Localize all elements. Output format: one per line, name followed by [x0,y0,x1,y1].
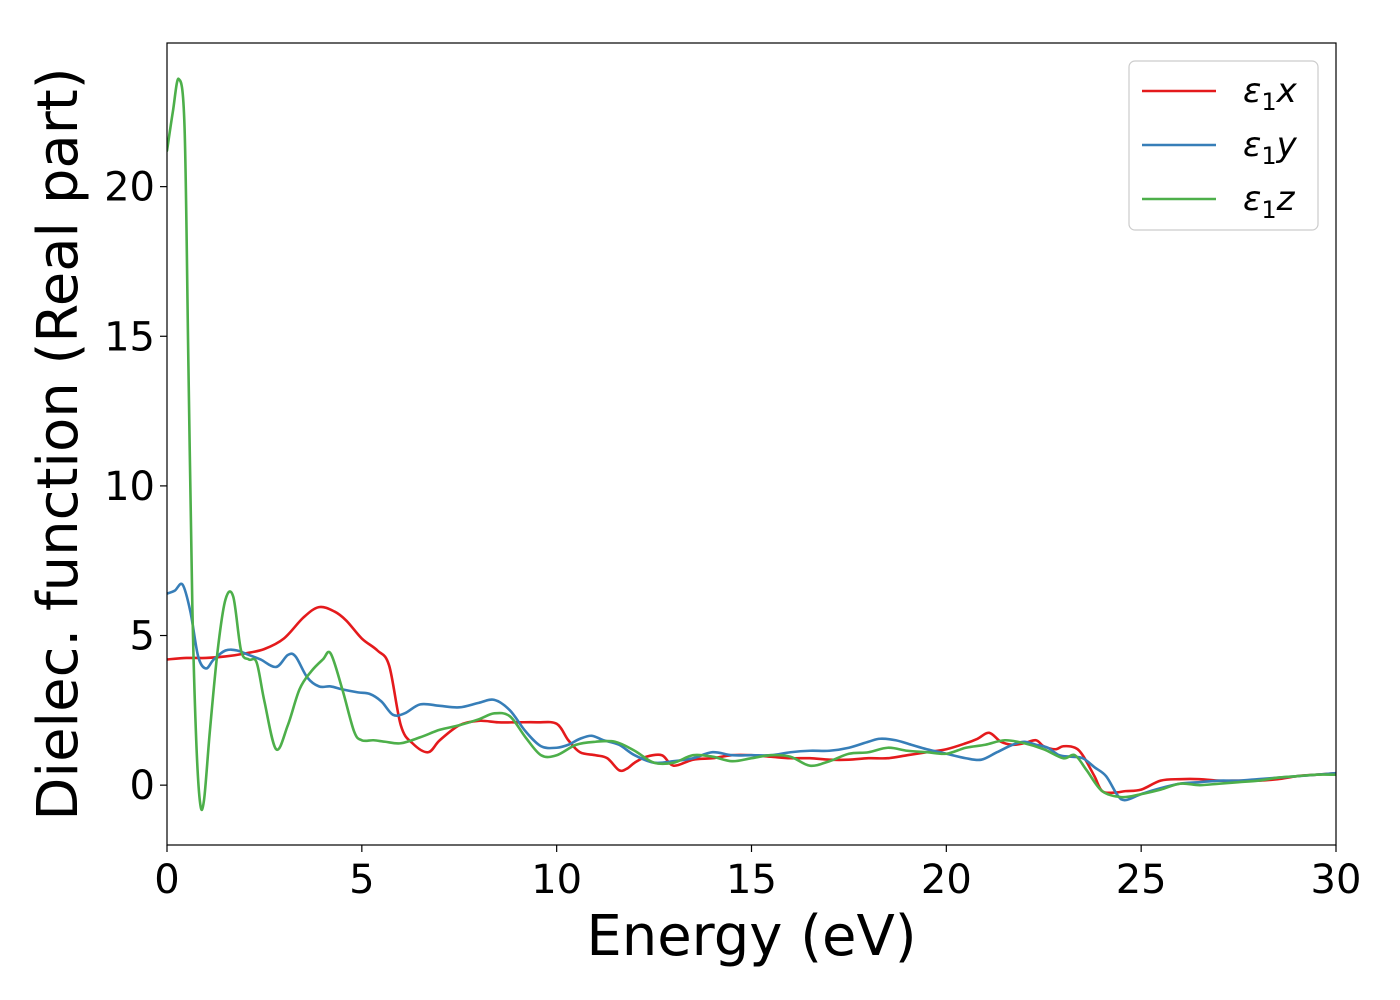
y-axis-label: Dielec. function (Real part) [26,67,91,820]
y-axis-ticks: 0 5 10 15 20 [104,165,167,809]
y-tick-label: 20 [104,165,155,211]
x-tick-label: 25 [1116,857,1167,903]
legend-symbol: ε [1243,179,1261,219]
legend-label-z: ε1z [1243,179,1296,224]
legend-box [1128,60,1319,231]
legend-axis: y [1276,125,1298,165]
x-tick-label: 0 [154,857,179,903]
legend-axis: x [1276,71,1298,111]
series-line-z [167,77,1336,812]
x-axis-ticks: 0 5 10 15 20 25 30 [154,845,1361,903]
x-tick-label: 15 [726,857,777,903]
x-axis-label: Energy (eV) [586,904,916,969]
x-tick-label: 10 [531,857,582,903]
legend-label-y: ε1y [1243,125,1298,170]
y-tick-label: 15 [104,314,155,360]
x-tick-label: 20 [921,857,972,903]
legend-symbol: ε [1243,125,1261,165]
plot-area [166,42,1337,846]
legend-subscript: 1 [1261,88,1276,116]
legend-axis: z [1276,179,1296,219]
y-tick-label: 0 [130,763,155,809]
legend-subscript: 1 [1261,196,1276,224]
x-tick-label: 30 [1311,857,1362,903]
legend-label-x: ε1x [1243,71,1298,116]
series-layer [167,77,1336,812]
x-tick-label: 5 [349,857,374,903]
legend-subscript: 1 [1261,142,1276,170]
legend-symbol: ε [1243,71,1261,111]
y-tick-label: 10 [104,464,155,510]
y-tick-label: 5 [130,614,155,660]
